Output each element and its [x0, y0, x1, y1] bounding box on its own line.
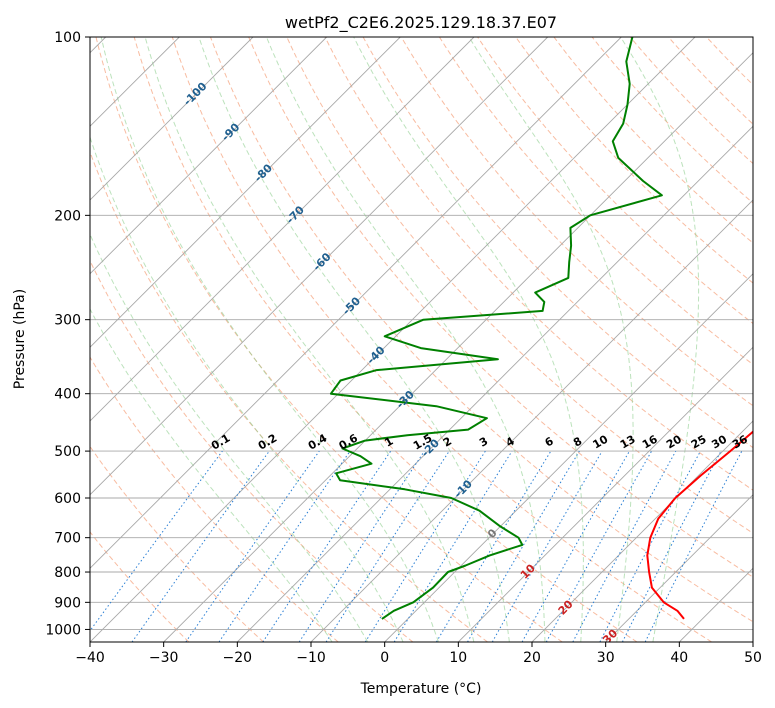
moist-adiabat-line	[90, 135, 404, 642]
mixing-ratio-line	[491, 450, 603, 642]
x-tick-label: 0	[380, 650, 389, 666]
y-tick-label: 600	[54, 491, 81, 507]
dry-adiabat-line	[248, 37, 753, 578]
isotherm-line	[457, 346, 753, 642]
mixing-ratio-line	[90, 450, 223, 632]
dry-adiabat-line	[477, 37, 753, 325]
mixing-ratio-line	[435, 450, 552, 642]
mixing-ratio-line	[364, 450, 486, 642]
dry-adiabat-line	[133, 37, 638, 642]
moist-adiabat-line	[198, 37, 510, 642]
moist-adiabat-line	[100, 37, 439, 642]
y-tick-label: 500	[54, 444, 81, 460]
x-tick-label: −30	[149, 650, 179, 666]
isotherm-line	[310, 199, 753, 642]
mixing-ratio-line	[572, 450, 677, 642]
x-axis-label: Temperature (°C)	[360, 681, 482, 697]
y-axis-label: Pressure (hPa)	[12, 289, 28, 389]
dry-adiabat-line	[324, 37, 753, 491]
isobars	[90, 37, 753, 630]
mixing-ratio-line	[218, 450, 351, 642]
y-tick-label: 100	[54, 30, 81, 46]
dry-adiabat-line	[90, 259, 414, 642]
mixing-ratio-line	[185, 450, 320, 642]
y-tick-label: 700	[54, 531, 81, 547]
dewpoint-line	[329, 37, 663, 620]
mixing-ratio-line	[131, 450, 270, 642]
isotherm-line	[90, 37, 475, 422]
profile-series	[329, 37, 753, 620]
moist-adiabat-line	[90, 233, 369, 642]
y-tick-label: 1000	[45, 622, 81, 638]
moist-adiabat-line	[266, 37, 546, 642]
x-tick-label: 40	[670, 650, 688, 666]
moist-adiabat-line	[144, 37, 475, 642]
moist-adiabat-line	[620, 37, 700, 642]
dry-adiabat-line	[553, 37, 753, 244]
x-axis: −40 −30 −20 −10 0 10 20 30 40 50	[75, 642, 762, 666]
dry-adiabat-line	[210, 37, 753, 623]
dry-adiabat-line	[95, 37, 563, 642]
isotherm-line	[384, 273, 753, 642]
dry-adiabat-line	[400, 37, 753, 407]
chart-title: wetPf2_C2E6.2025.129.18.37.E07	[285, 13, 557, 33]
isotherms	[90, 37, 753, 642]
dry-adiabat-line	[90, 356, 339, 642]
isotherm-line	[90, 37, 549, 496]
isotherm-line	[90, 37, 401, 348]
mixing-ratio-line	[325, 450, 450, 642]
mixing-ratio-lines	[90, 450, 743, 642]
x-tick-label: −40	[75, 650, 105, 666]
y-tick-label: 400	[54, 387, 81, 403]
isotherm-line	[163, 52, 753, 642]
mixing-ratio-line	[521, 450, 630, 642]
x-tick-label: 30	[597, 650, 615, 666]
plot-frame	[89, 36, 754, 643]
dry-adiabat-line	[90, 531, 190, 642]
y-tick-label: 300	[54, 313, 81, 329]
dry-adiabat-line	[438, 37, 753, 366]
y-axis: 1000 900 800 700 600 500 400 300 200 100	[45, 30, 90, 638]
mixing-ratio-line	[467, 450, 580, 642]
isotherm-line	[236, 125, 753, 642]
x-tick-label: −10	[296, 650, 326, 666]
y-tick-label: 200	[54, 208, 81, 224]
x-tick-label: −20	[223, 650, 253, 666]
isotherm-line	[90, 37, 622, 569]
mixing-ratio-line	[393, 450, 513, 642]
isotherm-line	[531, 420, 753, 642]
moist-adiabat-line	[353, 37, 584, 642]
y-tick-label: 900	[54, 595, 81, 611]
x-tick-label: 10	[449, 650, 467, 666]
dry-adiabat-line	[286, 37, 753, 534]
mixing-ratio-line	[545, 450, 653, 642]
x-tick-label: 20	[523, 650, 541, 666]
x-tick-label: 50	[744, 650, 762, 666]
dry-adiabat-line	[591, 37, 753, 204]
dry-adiabat-line	[171, 37, 712, 642]
moist-adiabat-line	[90, 308, 333, 642]
dry-adiabat-line	[90, 150, 488, 642]
isotherm-line	[90, 37, 328, 275]
y-tick-label: 800	[54, 565, 81, 581]
isotherm-line	[90, 37, 254, 201]
isotherm-line	[605, 494, 753, 642]
temperature-line	[646, 430, 753, 620]
